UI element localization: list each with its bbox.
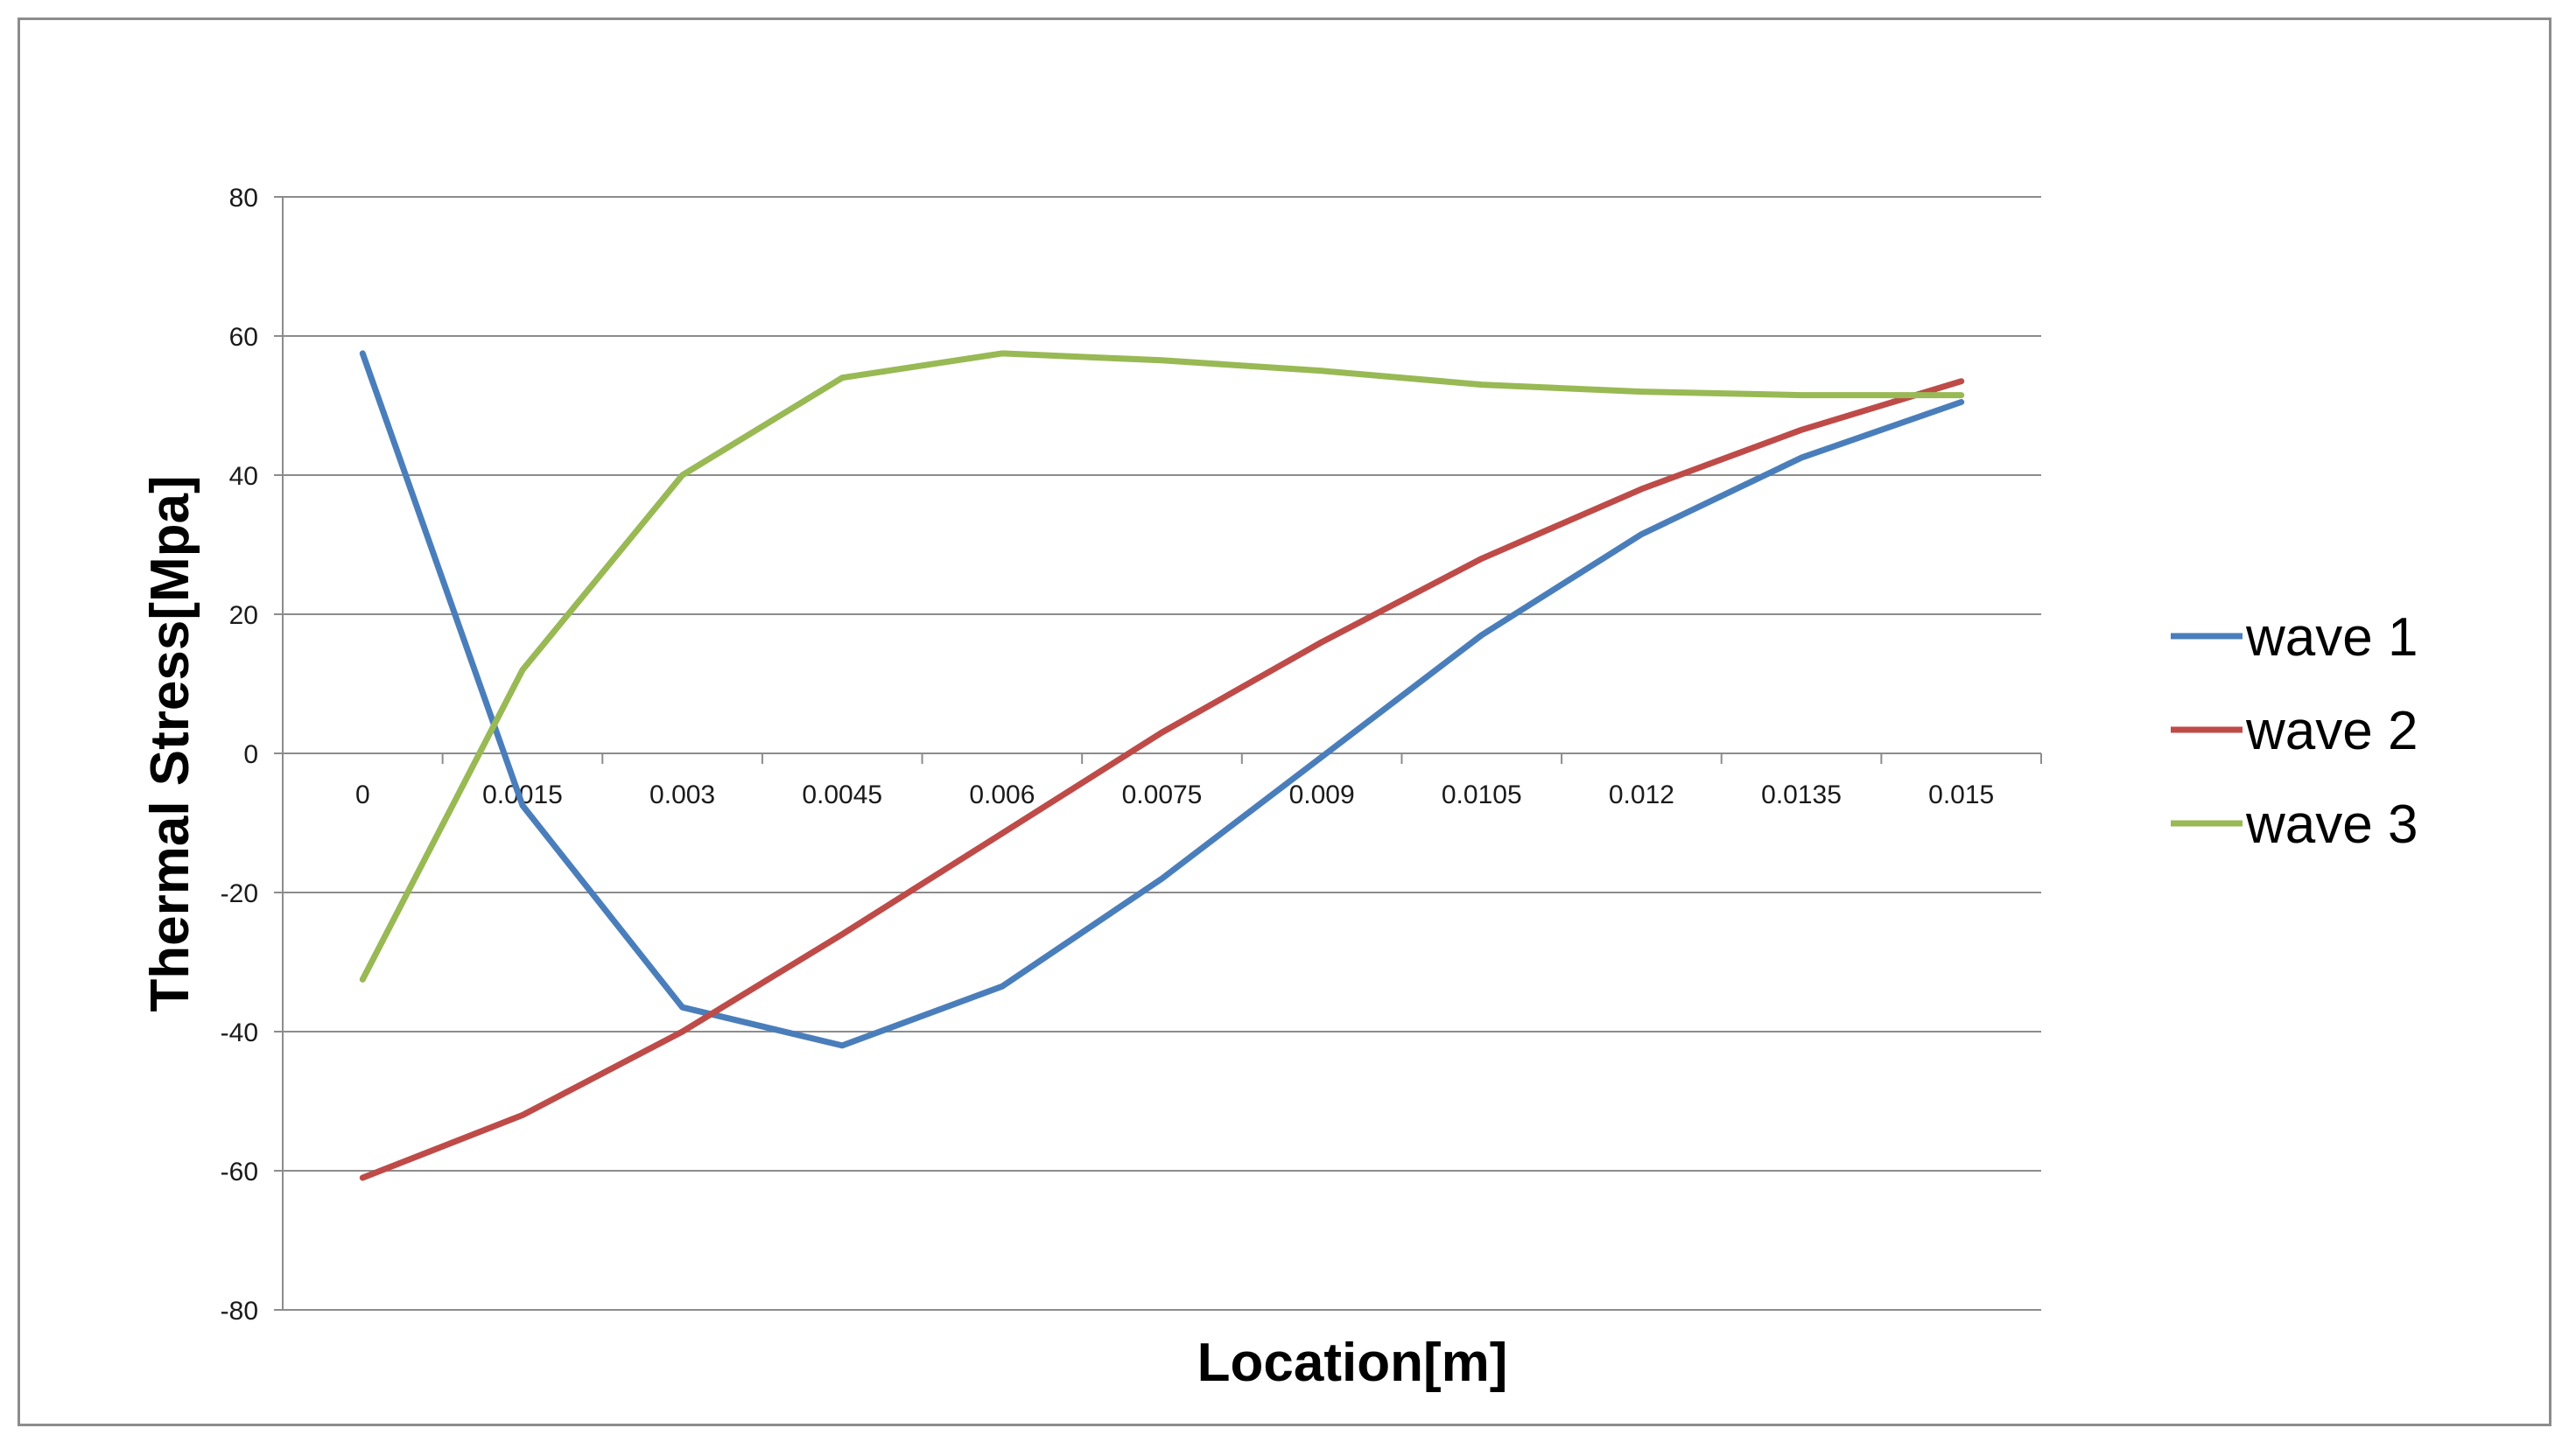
x-tick-label: 0.0075 [1122, 780, 1203, 809]
x-tick-label: 0.003 [649, 780, 715, 809]
series-line-wave-3 [359, 350, 1965, 983]
y-tick-label: -20 [221, 879, 258, 908]
x-tick-label: 0.012 [1609, 780, 1674, 809]
x-tick-label: 0.0045 [802, 780, 882, 809]
chart-frame [18, 18, 2551, 1426]
x-tick-label: 0.0135 [1761, 780, 1842, 809]
series-line-wave-2 [359, 378, 1965, 1181]
x-tick-label: 0.015 [1928, 780, 1994, 809]
y-tick-label: 40 [229, 462, 258, 491]
legend: wave 1 wave 2 wave 3 [2171, 607, 2418, 855]
y-tick-label: 20 [229, 601, 258, 630]
x-tick-label: 0.0105 [1442, 780, 1522, 809]
legend-label: wave 1 [2245, 607, 2418, 668]
y-tick-label: -40 [221, 1018, 258, 1047]
x-tick-label: 0.009 [1289, 780, 1355, 809]
y-tick-labels: 80 60 40 20 0 -20 -40 -60 -80 [221, 184, 258, 1326]
axes [274, 196, 2042, 1311]
y-tick-label: 60 [229, 323, 258, 352]
series-lines [359, 350, 1965, 1181]
y-axis-title: Thermal Stress[Mpa] [140, 475, 200, 1012]
y-tick-label: 80 [229, 184, 258, 213]
legend-label: wave 2 [2245, 701, 2418, 761]
y-tick-label: -80 [221, 1297, 258, 1326]
y-tick-label: 0 [243, 740, 258, 769]
gridlines [283, 196, 2041, 1311]
x-tick-labels: 0 0.0015 0.003 0.0045 0.006 0.0075 0.009 0.0105… [355, 780, 1994, 809]
x-axis-title: Location[m] [1197, 1333, 1508, 1393]
y-tick-label: -60 [221, 1158, 258, 1186]
x-tick-label: 0 [355, 780, 370, 809]
x-tick-label: 0.006 [969, 780, 1035, 809]
legend-label: wave 3 [2245, 794, 2418, 855]
